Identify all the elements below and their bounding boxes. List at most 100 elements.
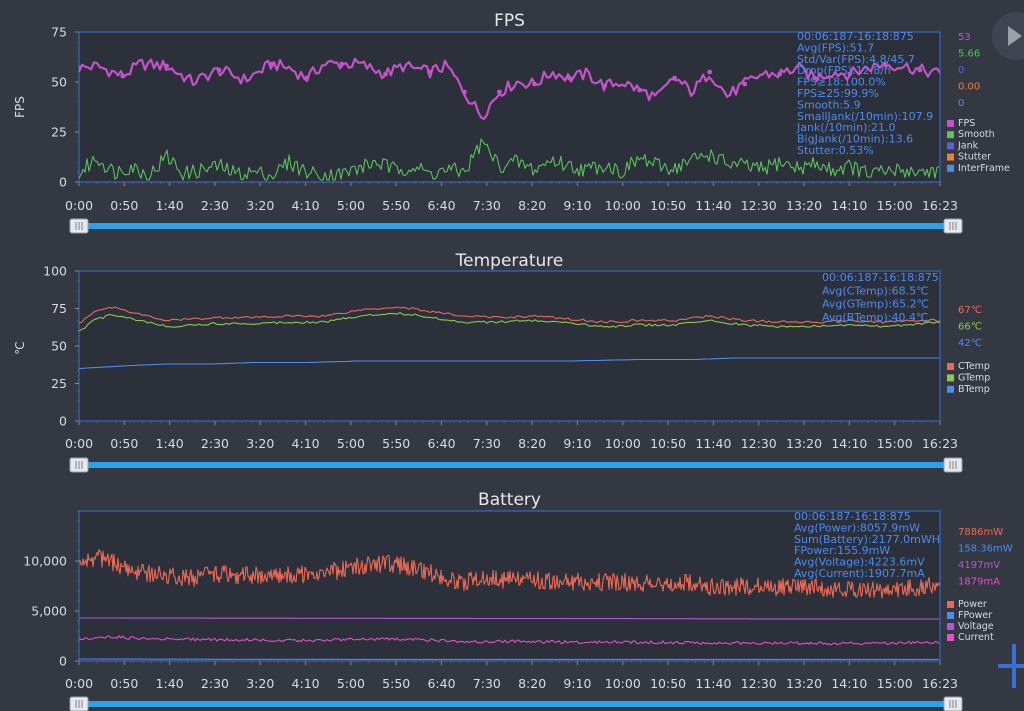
plus-icon[interactable] xyxy=(998,644,1024,688)
legend-label: FPS xyxy=(958,118,975,129)
x-tick-label: 16:23 xyxy=(922,676,958,691)
x-tick-label: 13:20 xyxy=(786,436,822,451)
x-tick-label: 10:50 xyxy=(650,198,686,213)
current-value: 67℃ xyxy=(958,305,982,316)
time-range-slider[interactable] xyxy=(69,696,963,711)
series-group xyxy=(79,306,940,370)
series-line-fps xyxy=(79,57,940,121)
y-tick-label: 0 xyxy=(59,654,67,669)
time-range-slider[interactable] xyxy=(69,218,963,234)
plot-area xyxy=(78,31,941,183)
slider-track[interactable] xyxy=(80,701,952,707)
stat-text: Avg(Voltage):4223.6mV xyxy=(794,556,925,569)
stat-text: SmallJank(/10min):107.9 xyxy=(797,110,933,123)
legend-label: Current xyxy=(958,632,994,643)
x-tick-label: 14:10 xyxy=(831,198,867,213)
x-tick-label: 0:50 xyxy=(110,436,138,451)
x-tick-label: 5:00 xyxy=(337,676,365,691)
slider-track[interactable] xyxy=(80,223,952,229)
series-line-gtemp xyxy=(79,312,940,332)
stat-text: Avg(FPS):51.7 xyxy=(797,41,874,54)
x-tick-label: 10:00 xyxy=(605,676,641,691)
x-tick-label: 9:10 xyxy=(563,436,591,451)
slider-handle-start[interactable] xyxy=(69,218,89,234)
stat-text: 00:06:187-16:18:875 xyxy=(794,510,911,523)
legend-swatch xyxy=(947,612,954,619)
slider-track[interactable] xyxy=(80,462,952,468)
x-tick-label: 3:20 xyxy=(246,436,274,451)
x-tick-label: 10:00 xyxy=(605,436,641,451)
current-value: 66℃ xyxy=(958,322,982,333)
fps-point xyxy=(120,73,126,79)
fps-point xyxy=(672,75,678,81)
x-tick-label: 13:20 xyxy=(786,676,822,691)
y-tick-label: 0 xyxy=(59,414,67,429)
y-tick-label: 100 xyxy=(43,264,67,279)
x-tick-label: 10:50 xyxy=(650,676,686,691)
slider-handle-end[interactable] xyxy=(943,218,963,234)
fps-point xyxy=(339,61,345,67)
stat-text: FPS≥25:99.9% xyxy=(797,87,879,100)
x-tick-label: 12:30 xyxy=(741,198,777,213)
x-tick-label: 16:23 xyxy=(922,436,958,451)
legend-swatch xyxy=(947,120,954,127)
x-tick-label: 8:20 xyxy=(518,436,546,451)
stat-text: BigJank(/10min):13.6 xyxy=(797,133,913,146)
x-tick-label: 1:40 xyxy=(156,198,184,213)
time-range-slider[interactable] xyxy=(69,457,963,473)
slider-handle-end[interactable] xyxy=(943,457,963,473)
x-tick-label: 9:10 xyxy=(563,676,591,691)
stat-text: Std/Var(FPS):4.8/45.7 xyxy=(797,53,915,66)
fps-point xyxy=(882,61,888,67)
current-value: 42℃ xyxy=(958,338,982,349)
y-tick-label: 5,000 xyxy=(31,604,67,619)
slider-handle-end[interactable] xyxy=(943,696,963,711)
play-icon[interactable] xyxy=(992,12,1024,60)
x-tick-label: 6:40 xyxy=(427,198,455,213)
x-tick-label: 12:30 xyxy=(741,676,777,691)
stat-text: Avg(BTemp):40.4℃ xyxy=(822,311,928,324)
slider-handle-start[interactable] xyxy=(69,457,89,473)
y-tick-label: 50 xyxy=(51,75,67,90)
stat-text: Avg(CTemp):68.5℃ xyxy=(822,284,929,297)
legend-label: Jank xyxy=(957,140,979,151)
chart-panel-1: Temperature ℃ 0 25 50 75 100 0:00 0:50 1:40 2:30 3:… xyxy=(13,251,990,473)
legend-swatch xyxy=(947,385,954,393)
x-tick-label: 5:00 xyxy=(337,198,365,213)
y-axis-label: ℃ xyxy=(13,341,27,354)
fps-point xyxy=(567,75,572,81)
legend-swatch xyxy=(947,142,954,150)
current-value: 7886mW xyxy=(958,527,1003,538)
slider-handle-start[interactable] xyxy=(69,696,89,711)
x-tick-label: 3:20 xyxy=(246,198,274,213)
fps-point xyxy=(497,89,502,95)
legend-swatch xyxy=(947,601,954,608)
stat-text: Jank(/10min):21.0 xyxy=(796,121,896,134)
y-tick-label: 75 xyxy=(51,301,67,316)
stat-text: FPower:155.9mW xyxy=(794,544,890,557)
legend-swatch xyxy=(947,363,954,370)
x-tick-label: 1:40 xyxy=(156,436,184,451)
legend-swatch xyxy=(947,623,954,630)
x-tick-label: 4:10 xyxy=(292,198,320,213)
fps-point xyxy=(79,65,82,71)
x-tick-label: 7:30 xyxy=(473,676,501,691)
chart-panel-2: Battery 0 5,000 10,000 0:00 0:50 1:40 2:30 3:20 4… xyxy=(23,490,1013,711)
x-tick-label: 15:00 xyxy=(877,436,913,451)
legend-label: Power xyxy=(958,599,987,610)
fps-point xyxy=(383,71,388,77)
chart-title: Battery xyxy=(478,490,541,510)
x-tick-label: 1:40 xyxy=(156,676,184,691)
legend-label: Voltage xyxy=(958,621,994,632)
fps-point xyxy=(216,67,222,73)
x-tick-label: 6:40 xyxy=(427,436,455,451)
stat-text: Sum(Battery):2177.0mWH xyxy=(794,533,940,546)
series-line-current xyxy=(79,635,940,646)
fps-point xyxy=(812,75,818,81)
current-value: 0.00 xyxy=(958,82,980,93)
x-tick-label: 12:30 xyxy=(741,436,777,451)
x-tick-label: 16:23 xyxy=(922,198,958,213)
x-tick-label: 3:20 xyxy=(246,676,274,691)
x-tick-label: 10:50 xyxy=(650,436,686,451)
current-value: 0 xyxy=(958,98,964,109)
